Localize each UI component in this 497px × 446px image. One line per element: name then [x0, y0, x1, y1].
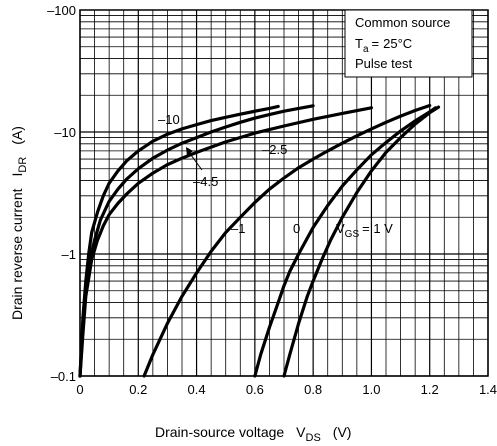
- y-tick-label: –100: [47, 3, 76, 18]
- series-label-vgs-1: VGS = 1 V: [336, 221, 393, 240]
- y-axis-sub: DR: [17, 157, 29, 173]
- x-axis-symbol: V: [296, 424, 306, 440]
- x-axis-label-text: Drain-source voltage: [155, 424, 284, 440]
- series-line: [253, 106, 438, 378]
- y-axis-label: Drain reverse current IDR (A): [9, 126, 29, 320]
- vgs-value: = 1 V: [362, 221, 393, 236]
- condition-source: Common source: [355, 15, 450, 30]
- condition-temp-eq: =: [372, 36, 380, 51]
- series-label-minus2-5: –2.5: [262, 142, 287, 157]
- y-axis-unit: (A): [9, 126, 25, 145]
- series-label-minus10: –10: [158, 112, 180, 127]
- y-tick-label: –1: [62, 247, 76, 262]
- vgs-symbol: V: [336, 221, 345, 236]
- x-tick-label: 0: [76, 382, 83, 397]
- series-line: [78, 106, 373, 378]
- y-tick-label: –10: [54, 125, 76, 140]
- vgs-sub: GS: [345, 229, 360, 240]
- condition-temperature: Ta = 25°C: [355, 36, 412, 55]
- condition-temp-sub: a: [363, 44, 369, 55]
- y-axis-label-text: Drain reverse current: [9, 188, 25, 320]
- series-line: [282, 105, 441, 378]
- condition-temp-symbol: T: [355, 36, 363, 51]
- series-line: [78, 104, 280, 378]
- x-tick-label: 1.2: [421, 382, 439, 397]
- series-label-minus1: –1: [231, 221, 245, 236]
- series-line: [78, 104, 315, 378]
- x-tick-label: 0.4: [188, 382, 206, 397]
- x-tick-label: 0.6: [246, 382, 264, 397]
- x-tick-label: 0.8: [304, 382, 322, 397]
- x-axis-sub: DS: [306, 432, 321, 444]
- y-tick-label: –0.1: [51, 369, 76, 384]
- y-axis-symbol: I: [9, 173, 25, 177]
- x-tick-label: 0.2: [129, 382, 147, 397]
- x-tick-label: 1.0: [362, 382, 380, 397]
- conditions-box: [344, 9, 473, 78]
- series-line: [142, 103, 432, 378]
- x-axis-label: Drain-source voltage VDS (V): [155, 424, 351, 444]
- condition-temp-value: 25°C: [383, 36, 412, 51]
- series-label-minus4-5: –4.5: [193, 174, 218, 189]
- condition-pulse: Pulse test: [355, 56, 412, 71]
- label-arrow-head: [186, 147, 193, 156]
- series-label-zero: 0: [293, 221, 300, 236]
- label-arrow: [187, 150, 203, 171]
- x-tick-label: 1.4: [479, 382, 497, 397]
- x-axis-unit: (V): [333, 424, 352, 440]
